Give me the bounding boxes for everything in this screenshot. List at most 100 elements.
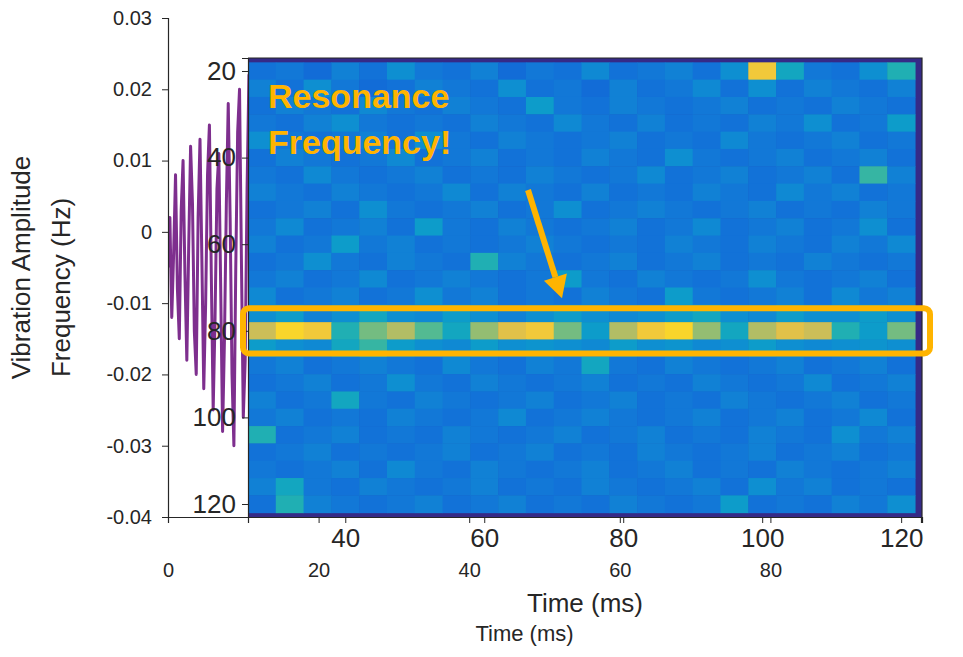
heatmap-cell [498,461,526,479]
heatmap-cell [859,132,887,150]
heatmap-cell [720,149,748,167]
heatmap-cell [637,184,665,202]
heatmap-cell [359,184,387,202]
heatmap-cell [832,80,860,98]
heatmap-cell [748,149,776,167]
heatmap-cell [609,201,637,219]
heatmap-cell [887,391,915,409]
heatmap-cell [526,409,554,427]
heatmap-cell [859,495,887,513]
heatmap-cell [887,80,915,98]
heatmap-cell [720,97,748,115]
line-y-tick-mark [162,232,168,233]
heatmap-cell [637,426,665,444]
line-y-tick-label: -0.01 [106,292,152,314]
heatmap-cell [609,461,637,479]
heatmap-y-tick-label: 40 [207,142,236,172]
heatmap-cell [776,495,804,513]
line-x-tick-label: 60 [609,559,631,581]
heatmap-cell [248,218,276,236]
heatmap-cell [859,443,887,461]
heatmap-cell [554,201,582,219]
heatmap-cell [748,288,776,306]
heatmap-cell [748,478,776,496]
heatmap-cell [665,149,693,167]
heatmap-cell [693,253,721,271]
heatmap-cell [498,357,526,375]
heatmap-cell [859,149,887,167]
heatmap-cell [832,461,860,479]
heatmap-cell [693,218,721,236]
heatmap-cell [832,201,860,219]
heatmap-cell [832,149,860,167]
heatmap-cell [443,184,471,202]
heatmap-y-tick-label: 20 [207,56,236,86]
line-x-title: Time (ms) [475,621,573,646]
heatmap-cell [748,374,776,392]
heatmap-cell [720,201,748,219]
heatmap-cell [470,218,498,236]
heatmap-cell [859,409,887,427]
heatmap-cell [470,357,498,375]
heatmap-y-axis-line [242,59,249,518]
heatmap-cell [387,201,415,219]
highlight-box [243,308,930,353]
heatmap-cell [443,495,471,513]
heatmap-cell [637,97,665,115]
heatmap-cell [470,166,498,184]
heatmap-cell [443,357,471,375]
line-y-tick-mark [162,303,168,304]
heatmap-cell [609,478,637,496]
heatmap-cell [498,149,526,167]
heatmap-cell [331,322,359,340]
heatmap-cell [832,495,860,513]
heatmap-cell [665,166,693,184]
heatmap-cell [331,253,359,271]
heatmap-cell [804,132,832,150]
line-y-tick: -0.03 [106,435,168,457]
heatmap-cell [443,409,471,427]
heatmap-x-tick: 40 [331,517,360,553]
line-plot [168,75,251,446]
heatmap-cell [720,409,748,427]
line-x-axis: 020406080 [163,517,922,581]
heatmap-cell [887,409,915,427]
heatmap-cell [359,236,387,254]
heatmap-cell [359,461,387,479]
heatmap-cell [720,253,748,271]
heatmap-cell [470,461,498,479]
heatmap-cell [498,253,526,271]
heatmap-cell [470,391,498,409]
heatmap-cell [637,288,665,306]
heatmap-cell [415,184,443,202]
heatmap-cell [470,443,498,461]
heatmap-cell [304,426,332,444]
heatmap-cell [248,253,276,271]
heatmap-cell [387,443,415,461]
line-x-tick-label: 80 [760,559,782,581]
heatmap-cell [665,132,693,150]
heatmap-cell [415,166,443,184]
heatmap-cell [693,409,721,427]
heatmap-cell [609,97,637,115]
heatmap-cell [331,184,359,202]
heatmap-cell [359,495,387,513]
heatmap-cell [693,270,721,288]
heatmap-cell [331,201,359,219]
heatmap-cell [748,114,776,132]
heatmap-cell [470,270,498,288]
heatmap-cell [804,62,832,80]
heatmap-cell [748,270,776,288]
heatmap-cell [693,97,721,115]
heatmap-cell [443,374,471,392]
heatmap-cell [526,374,554,392]
heatmap-cell [470,80,498,98]
heatmap-cell [748,357,776,375]
heatmap-cell [804,201,832,219]
heatmap-cell [804,166,832,184]
heatmap-cell [276,201,304,219]
heatmap-cell [804,114,832,132]
heatmap-cell [609,218,637,236]
heatmap-cell [637,253,665,271]
line-y-tick-label: 0.02 [113,78,152,100]
